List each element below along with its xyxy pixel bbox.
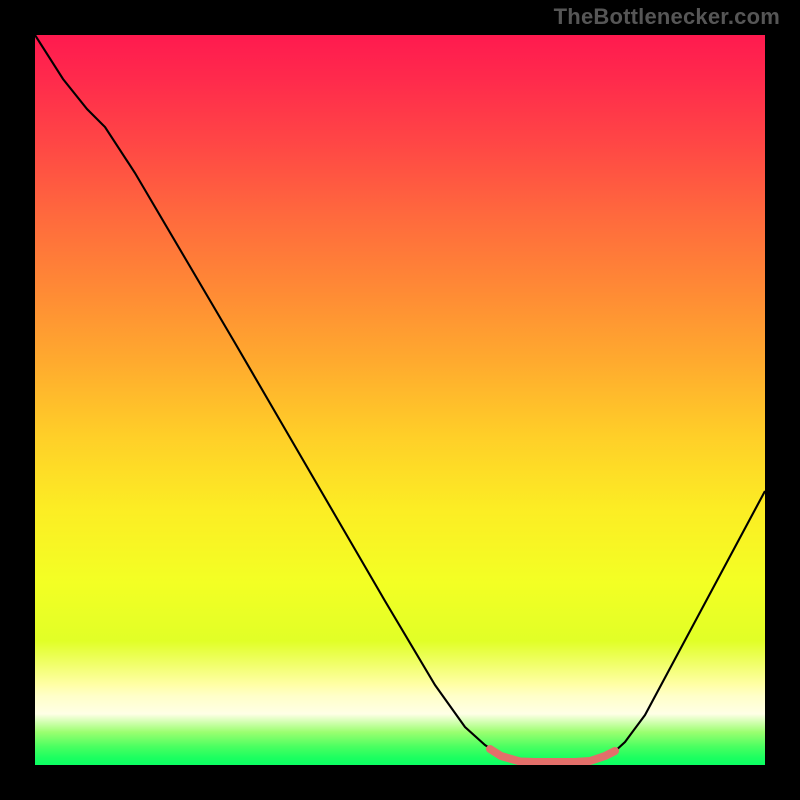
watermark-text: TheBottlenecker.com [554,4,780,30]
curve-layer [35,35,765,765]
plot-area [35,35,765,765]
optimal-range-marker [490,749,615,762]
chart-canvas: TheBottlenecker.com [0,0,800,800]
bottleneck-curve [35,35,765,762]
